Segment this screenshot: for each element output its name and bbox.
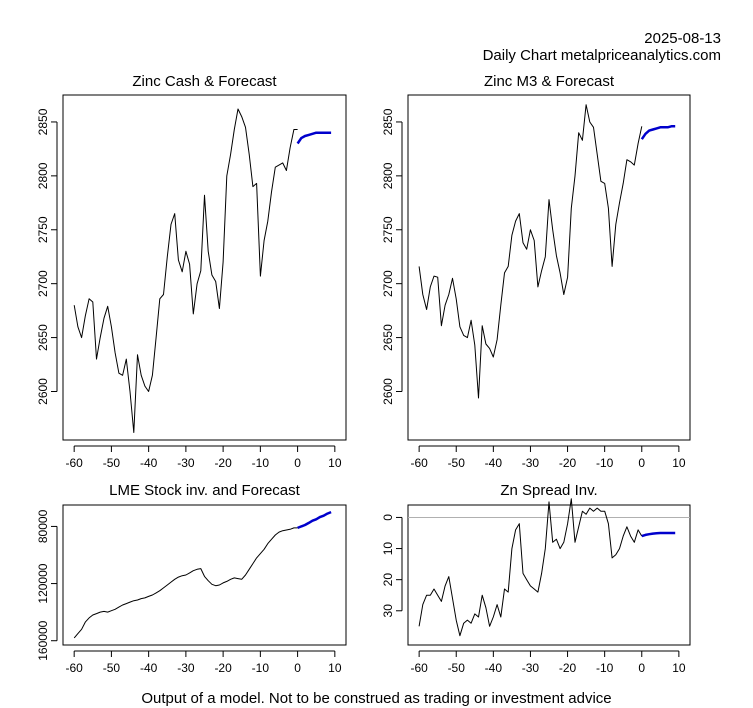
- plot-frame: [62, 504, 347, 646]
- y-tick-label: 30: [381, 604, 395, 618]
- chart-source: Daily Chart metalpriceanalytics.com: [482, 47, 721, 64]
- y-tick-label: 2750: [381, 216, 395, 243]
- x-tick-label: 10: [672, 456, 686, 470]
- x-tick-label: -50: [103, 456, 121, 470]
- plot-frame: [62, 94, 347, 441]
- forecast-line: [297, 510, 332, 530]
- x-tick-label: -40: [485, 661, 503, 675]
- disclaimer: Output of a model. Not to be construed a…: [141, 690, 612, 707]
- y-tick-label: 2800: [381, 162, 395, 189]
- y-tick-label: 2800: [36, 162, 50, 189]
- history-line: [418, 104, 643, 399]
- x-tick-label: -20: [214, 456, 232, 470]
- x-tick-label: -50: [448, 661, 466, 675]
- chart-title: Zinc Cash & Forecast: [132, 73, 277, 90]
- x-tick-label: -20: [214, 661, 232, 675]
- x-tick-label: -20: [559, 661, 577, 675]
- x-tick-label: -30: [177, 661, 195, 675]
- x-tick-label: 10: [672, 661, 686, 675]
- chart-title: Zinc M3 & Forecast: [484, 73, 615, 90]
- lme-stock-panel: LME Stock inv. and Forecast -60 -50 -40 -30 -…: [36, 482, 347, 675]
- y-tick-label: 80000: [36, 509, 50, 543]
- x-tick-label: -50: [103, 661, 121, 675]
- y-tick-label: 2850: [381, 108, 395, 135]
- zinc-cash-panel: Zinc Cash & Forecast -60 -50 -40 -30 -20 -10 0 1…: [36, 73, 347, 470]
- x-tick-label: -30: [177, 456, 195, 470]
- x-tick-label: -10: [596, 661, 614, 675]
- y-tick-label: 0: [381, 514, 395, 521]
- chart-title: Zn Spread Inv.: [500, 482, 597, 499]
- x-tick-label: -60: [65, 456, 83, 470]
- y-tick-label: 2600: [36, 378, 50, 405]
- x-tick-label: -10: [252, 661, 270, 675]
- chart-title: LME Stock inv. and Forecast: [109, 482, 300, 499]
- forecast-line: [296, 131, 332, 145]
- history-line: [73, 108, 298, 433]
- forecast-line: [640, 125, 676, 140]
- x-tick-label: 0: [294, 661, 301, 675]
- x-tick-label: -10: [596, 456, 614, 470]
- x-tick-label: -20: [559, 456, 577, 470]
- x-tick-label: -50: [448, 456, 466, 470]
- zn-spread-panel: Zn Spread Inv. -60 -50 -40 -30 -20 -10 0 10 0 10 20…: [381, 482, 691, 675]
- y-tick-label: 120000: [36, 563, 50, 603]
- plot-frame: [407, 94, 691, 441]
- plot-frame: [407, 504, 691, 646]
- x-tick-label: 0: [638, 661, 645, 675]
- x-tick-label: -10: [252, 456, 270, 470]
- x-tick-label: -40: [140, 661, 158, 675]
- history-line: [418, 498, 643, 637]
- y-tick-label: 2700: [36, 270, 50, 297]
- zinc-m3-panel: Zinc M3 & Forecast -60 -50 -40 -30 -20 -10 0 10 2…: [381, 73, 691, 470]
- y-tick-label: 10: [381, 542, 395, 556]
- chart-date: 2025-08-13: [644, 30, 721, 47]
- x-tick-label: -40: [485, 456, 503, 470]
- y-tick-label: 2650: [381, 324, 395, 351]
- y-tick-label: 160000: [36, 620, 50, 660]
- y-tick-label: 2600: [381, 378, 395, 405]
- y-tick-label: 2850: [36, 108, 50, 135]
- y-tick-label: 2750: [36, 216, 50, 243]
- x-tick-label: 10: [328, 456, 342, 470]
- x-tick-label: -30: [522, 456, 540, 470]
- x-tick-label: 0: [638, 456, 645, 470]
- x-tick-label: -60: [65, 661, 83, 675]
- forecast-line: [641, 531, 676, 538]
- x-tick-label: -60: [410, 456, 428, 470]
- x-tick-label: -40: [140, 456, 158, 470]
- x-tick-label: -60: [410, 661, 428, 675]
- y-tick-label: 2700: [381, 270, 395, 297]
- history-line: [73, 527, 298, 639]
- y-tick-label: 20: [381, 573, 395, 587]
- x-tick-label: -30: [522, 661, 540, 675]
- x-tick-label: 0: [294, 456, 301, 470]
- x-tick-label: 10: [328, 661, 342, 675]
- y-tick-label: 2650: [36, 324, 50, 351]
